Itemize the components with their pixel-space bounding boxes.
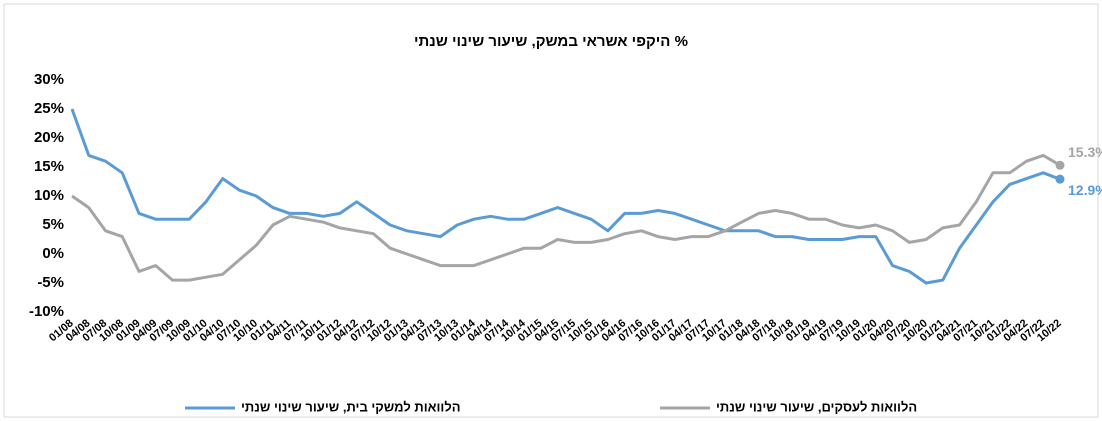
y-tick-label: -10% bbox=[29, 303, 64, 320]
y-tick-label: 5% bbox=[42, 216, 64, 233]
end-point bbox=[1055, 174, 1065, 184]
end-label: 15.3% bbox=[1068, 144, 1102, 160]
y-tick-label: 25% bbox=[34, 100, 64, 117]
legend-label: הלוואות לעסקים, שיעור שינוי שנתי bbox=[716, 399, 917, 414]
series-line bbox=[71, 153, 1061, 282]
end-label: 12.9% bbox=[1068, 182, 1102, 198]
y-tick-label: 20% bbox=[34, 129, 64, 146]
y-tick-label: 15% bbox=[34, 158, 64, 175]
y-tick-label: -5% bbox=[37, 274, 64, 291]
end-point bbox=[1055, 160, 1065, 170]
y-tick-label: 30% bbox=[34, 71, 64, 88]
series-line bbox=[70, 108, 1061, 285]
y-tick-label: 0% bbox=[42, 245, 64, 262]
chart-title: היקפי אשראי במשק, שיעור שינוי שנתי % bbox=[414, 33, 688, 50]
legend-label: הלוואות למשקי בית, שיעור שינוי שנתי bbox=[241, 399, 461, 414]
y-tick-label: 10% bbox=[34, 187, 64, 204]
